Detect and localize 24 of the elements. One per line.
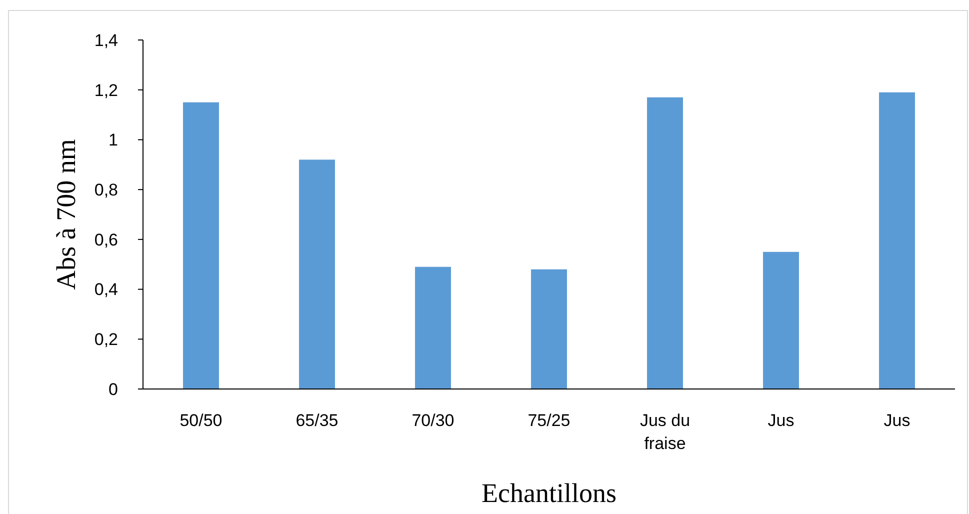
x-axis-title: Echantillons [482,478,616,508]
x-tick-label: Jus [884,411,910,430]
y-tick-label: 1,2 [94,80,118,100]
y-tick-label: 0,8 [94,180,118,200]
bar [647,97,683,389]
x-tick-label: 70/30 [412,411,454,430]
y-tick-label: 1,4 [94,30,118,50]
x-tick-label: 65/35 [296,411,338,430]
bar [183,102,219,389]
y-tick-label: 1 [108,130,118,150]
bar [879,92,915,389]
bar [299,160,335,389]
x-tick-label: Jus du fraise [640,411,690,453]
x-tick-label: Jus [768,411,794,430]
y-tick-label: 0,6 [94,230,118,250]
bar [531,269,567,389]
y-tick-label: 0,2 [94,330,118,350]
bar [763,252,799,389]
bar [415,266,451,389]
y-axis-title: Abs à 700 nm [51,139,81,290]
y-tick-label: 0,4 [94,280,118,300]
y-tick-label: 0 [108,380,118,399]
x-tick-label: 75/25 [528,411,570,430]
x-tick-label: 50/50 [180,411,222,430]
